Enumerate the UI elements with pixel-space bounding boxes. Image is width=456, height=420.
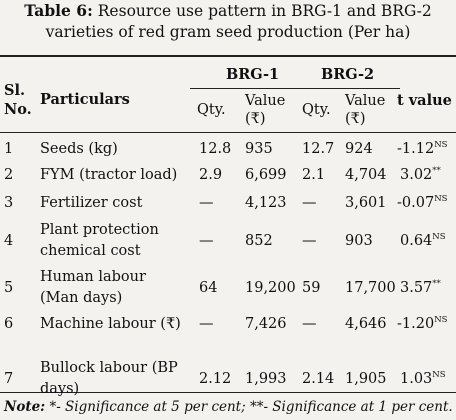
header-brg2: BRG-2 bbox=[321, 66, 375, 83]
row-qty-brg1: — bbox=[199, 316, 214, 332]
header-value-1: Value bbox=[245, 93, 286, 109]
row-particulars-line2: days) bbox=[40, 381, 80, 397]
row-particulars-line2: chemical cost bbox=[40, 243, 141, 259]
note-label: Note: bbox=[4, 399, 46, 415]
row-value-brg1: 4,123 bbox=[245, 195, 287, 211]
row-sl: 7 bbox=[4, 371, 14, 387]
row-sl: 4 bbox=[4, 233, 14, 249]
row-qty-brg2: 12.7 bbox=[302, 141, 335, 157]
row-qty-brg1: 64 bbox=[199, 280, 218, 296]
header-qty-1: Qty. bbox=[197, 102, 226, 118]
table-caption: Table 6: Resource use pattern in BRG-1 a… bbox=[0, 0, 456, 43]
row-value-brg1: 19,200 bbox=[245, 280, 296, 296]
row-qty-brg1: — bbox=[199, 233, 214, 249]
row-particulars-line1: FYM (tractor load) bbox=[40, 167, 178, 183]
header-sl: Sl. bbox=[4, 82, 26, 99]
table-note: Note: *- Significance at 5 per cent; **-… bbox=[4, 399, 453, 415]
row-qty-brg1: 2.12 bbox=[199, 371, 232, 387]
row-qty-brg1: — bbox=[199, 195, 214, 211]
row-sl: 2 bbox=[4, 167, 14, 183]
row-t-number: 0.64 bbox=[400, 233, 433, 249]
row-significance: NS bbox=[434, 315, 448, 326]
row-significance: ** bbox=[432, 279, 441, 290]
caption-line-2: varieties of red gram seed production (P… bbox=[45, 23, 411, 41]
row-qty-brg1: 12.8 bbox=[199, 141, 232, 157]
row-value-brg2: 1,905 bbox=[345, 371, 387, 387]
row-t-value: 3.02** bbox=[400, 166, 441, 184]
row-particulars-line1: Machine labour (₹) bbox=[40, 316, 181, 332]
header-unit-1: (₹) bbox=[245, 111, 266, 127]
row-value-brg2: 4,646 bbox=[345, 316, 387, 332]
row-t-number: -1.12 bbox=[397, 141, 435, 157]
row-qty-brg2: 2.14 bbox=[302, 371, 335, 387]
row-t-value: 1.03NS bbox=[400, 370, 446, 388]
group-rule bbox=[190, 88, 400, 89]
header-value-2: Value bbox=[345, 93, 386, 109]
top-rule bbox=[0, 55, 456, 57]
row-t-number: 1.03 bbox=[400, 371, 433, 387]
note-text: *- Significance at 5 per cent; **- Signi… bbox=[45, 399, 453, 415]
row-qty-brg1: 2.9 bbox=[199, 167, 223, 183]
row-qty-brg2: 2.1 bbox=[302, 167, 326, 183]
row-value-brg2: 3,601 bbox=[345, 195, 387, 211]
row-value-brg1: 852 bbox=[245, 233, 273, 249]
row-t-number: 3.02 bbox=[400, 167, 433, 183]
header-t-value: t value bbox=[397, 92, 452, 109]
caption-line-1: Resource use pattern in BRG-1 and BRG-2 bbox=[97, 2, 432, 20]
row-particulars-line1: Bullock labour (BP bbox=[40, 360, 178, 376]
row-qty-brg2: — bbox=[302, 233, 317, 249]
header-qty-2: Qty. bbox=[302, 102, 331, 118]
row-significance: ** bbox=[432, 166, 441, 177]
row-value-brg2: 17,700 bbox=[345, 280, 396, 296]
row-sl: 6 bbox=[4, 316, 14, 332]
row-particulars-line1: Human labour bbox=[40, 269, 146, 285]
row-significance: NS bbox=[432, 370, 446, 381]
row-value-brg2: 4,704 bbox=[345, 167, 387, 183]
row-sl: 3 bbox=[4, 195, 14, 211]
row-particulars-line2: (Man days) bbox=[40, 290, 123, 306]
row-sl: 5 bbox=[4, 280, 14, 296]
row-value-brg2: 903 bbox=[345, 233, 373, 249]
row-value-brg1: 935 bbox=[245, 141, 273, 157]
row-particulars-line1: Fertilizer cost bbox=[40, 195, 143, 211]
header-brg1: BRG-1 bbox=[226, 66, 280, 83]
row-value-brg1: 6,699 bbox=[245, 167, 287, 183]
header-unit-2: (₹) bbox=[345, 111, 366, 127]
row-t-value: 0.64NS bbox=[400, 232, 446, 250]
row-t-value: -0.07NS bbox=[397, 194, 447, 212]
row-significance: NS bbox=[434, 194, 448, 205]
row-value-brg1: 7,426 bbox=[245, 316, 287, 332]
header-rule bbox=[0, 132, 456, 133]
row-qty-brg2: 59 bbox=[302, 280, 321, 296]
row-particulars-line1: Seeds (kg) bbox=[40, 141, 118, 157]
row-value-brg1: 1,993 bbox=[245, 371, 287, 387]
row-significance: NS bbox=[432, 232, 446, 243]
row-qty-brg2: — bbox=[302, 316, 317, 332]
header-no: No. bbox=[4, 101, 32, 118]
row-t-value: -1.20NS bbox=[397, 315, 447, 333]
row-t-number: -1.20 bbox=[397, 316, 435, 332]
row-sl: 1 bbox=[4, 141, 14, 157]
row-particulars-line1: Plant protection bbox=[40, 222, 159, 238]
row-significance: NS bbox=[434, 140, 448, 151]
bottom-rule bbox=[0, 392, 456, 393]
row-qty-brg2: — bbox=[302, 195, 317, 211]
table-number: Table 6: bbox=[24, 1, 93, 20]
row-t-value: 3.57** bbox=[400, 279, 441, 297]
row-t-value: -1.12NS bbox=[397, 140, 447, 158]
row-t-number: 3.57 bbox=[400, 280, 433, 296]
header-particulars: Particulars bbox=[40, 91, 130, 108]
row-t-number: -0.07 bbox=[397, 195, 435, 211]
row-value-brg2: 924 bbox=[345, 141, 373, 157]
